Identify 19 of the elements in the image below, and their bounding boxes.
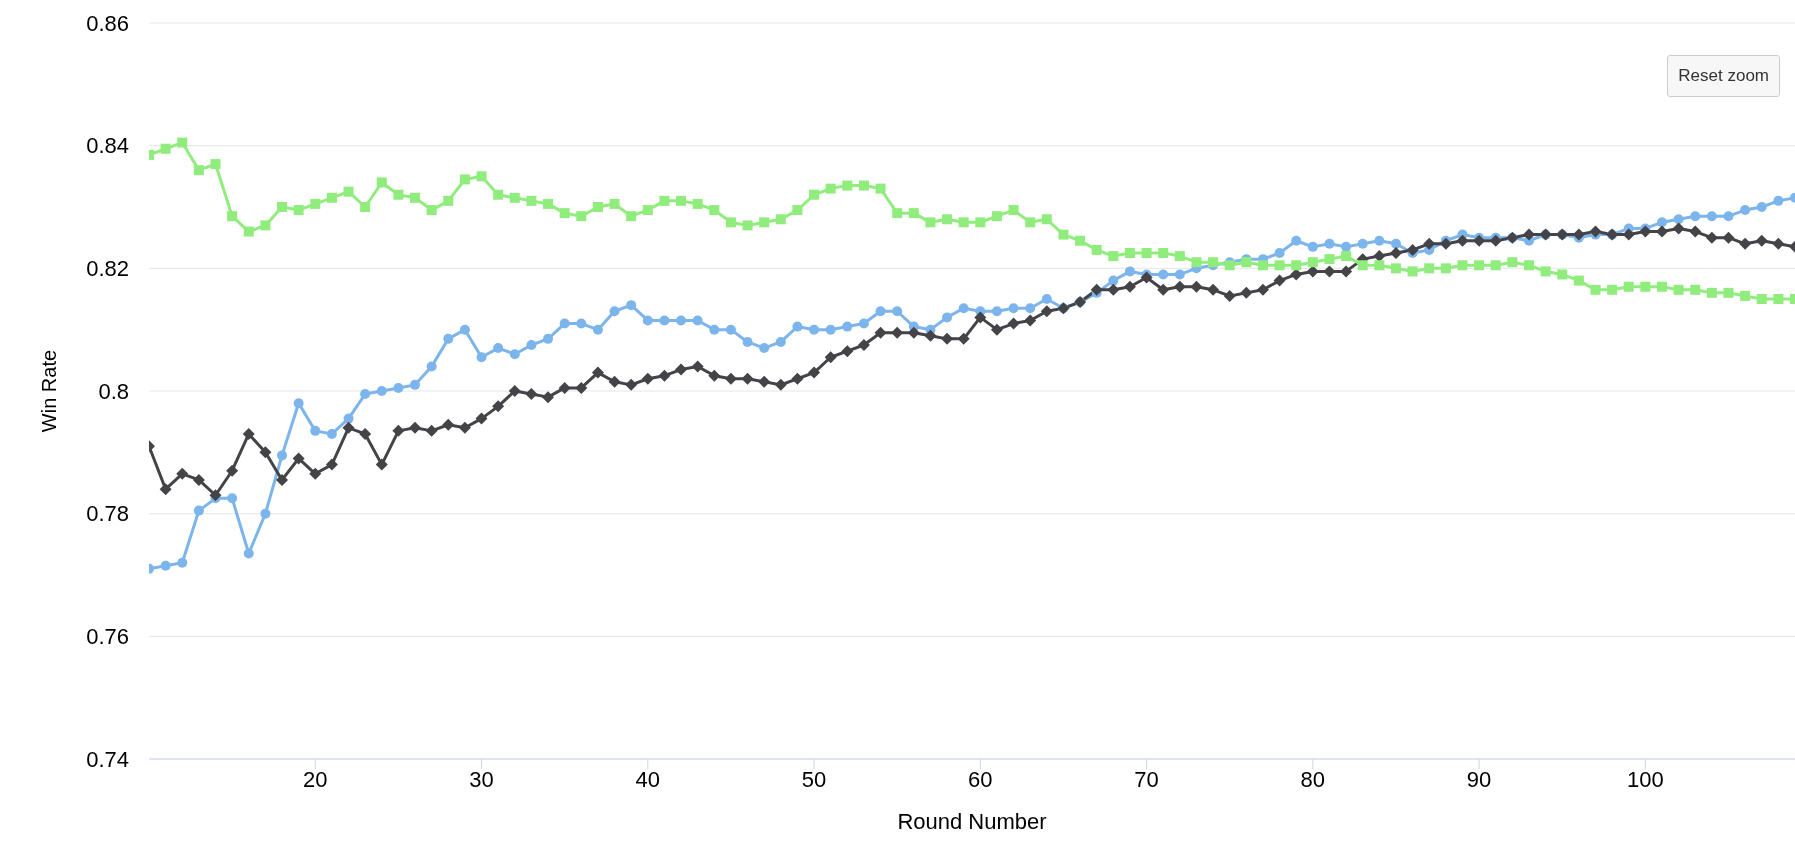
y-tick-label: 0.84 — [86, 133, 129, 159]
x-tick-label: 60 — [968, 766, 993, 792]
x-tick-label: 50 — [801, 766, 827, 792]
x-tick-label: 90 — [1466, 766, 1492, 792]
x-axis-title: Round Number — [897, 809, 1047, 834]
y-tick-label: 0.86 — [86, 10, 129, 36]
reset-zoom-button: Reset zoom — [1667, 55, 1780, 97]
y-tick-label: 0.8 — [98, 378, 129, 404]
y-tick-label: 0.74 — [86, 746, 129, 772]
y-tick-label: 0.76 — [86, 624, 129, 650]
y-tick-label: 0.82 — [86, 256, 129, 282]
x-tick-label: 80 — [1300, 766, 1326, 792]
y-tick-label: 0.78 — [86, 501, 129, 527]
x-tick-label: 20 — [303, 766, 328, 792]
x-tick-label: 70 — [1134, 766, 1159, 792]
x-tick-label: 40 — [635, 766, 661, 792]
x-tick-label: 100 — [1627, 766, 1664, 792]
x-tick-label: 30 — [469, 766, 494, 792]
y-axis-title: Win Rate — [38, 349, 61, 433]
